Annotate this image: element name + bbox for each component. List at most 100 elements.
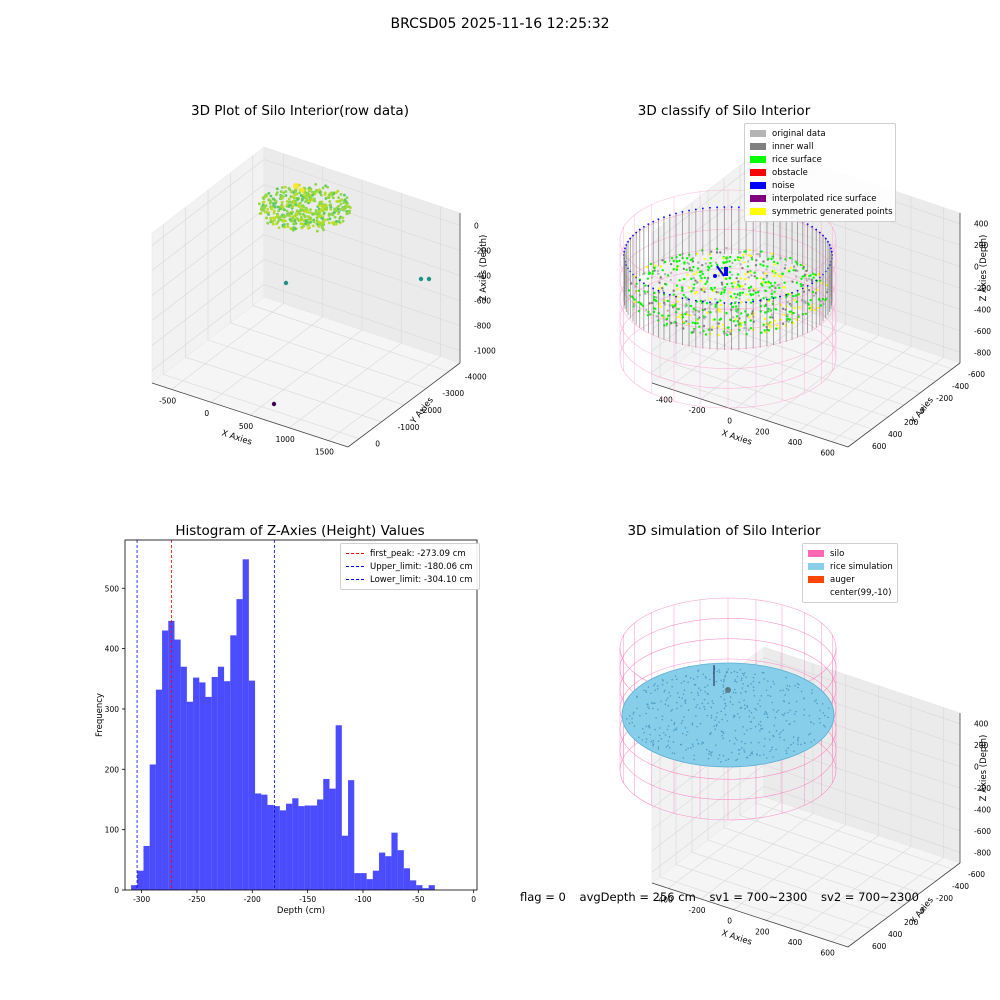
classified-point (770, 284, 774, 288)
grid-line (723, 827, 921, 894)
classified-point (747, 286, 751, 290)
classified-point (751, 298, 755, 301)
rice-point (743, 749, 745, 751)
histogram-bar (143, 845, 150, 890)
rice-point (765, 689, 768, 691)
classify-legend: original data inner wall rice surface ob… (744, 123, 896, 222)
grid-line (763, 786, 961, 853)
classified-point (744, 283, 747, 286)
rice-point (743, 704, 746, 706)
rice-point (746, 705, 749, 707)
histogram-bar (410, 880, 417, 890)
rice-point (760, 694, 763, 697)
rice-point (742, 726, 745, 728)
rice-point (721, 718, 723, 721)
classified-point (757, 294, 761, 297)
rice-point (671, 685, 673, 688)
histogram-bar (292, 798, 299, 890)
rice-point (824, 714, 826, 717)
legend-line (346, 579, 364, 580)
rice-point (723, 707, 726, 710)
rice-point (660, 738, 662, 740)
classified-point (763, 304, 767, 308)
classified-point (669, 321, 673, 325)
surface-point (270, 219, 273, 223)
rice-point (657, 747, 660, 750)
surface-point (315, 219, 319, 223)
classified-point (803, 301, 807, 305)
surface-point (261, 203, 265, 207)
tick-label: -400 (656, 895, 673, 904)
noise-point (806, 223, 809, 226)
grid-line (263, 159, 461, 226)
classified-point (684, 312, 687, 316)
rice-point (787, 689, 790, 691)
noise-point (709, 301, 711, 304)
surface-point (293, 219, 297, 223)
classified-point (770, 252, 774, 255)
rice-point (701, 702, 704, 705)
classified-point (783, 281, 786, 284)
classified-point (781, 322, 785, 326)
classified-point (773, 290, 776, 294)
rice-point (666, 681, 669, 684)
legend-label: original data (772, 128, 826, 139)
tick-label: -400 (974, 805, 991, 814)
grid-line (707, 339, 905, 406)
surface-point (326, 196, 329, 200)
rice-point (740, 740, 743, 743)
rice-point (749, 727, 752, 730)
classified-point (699, 299, 703, 303)
surface-point (337, 220, 341, 224)
surface-point (321, 206, 325, 210)
rice-point (779, 736, 781, 739)
surface-point (302, 193, 306, 197)
classified-point (725, 277, 728, 281)
tick-label: 600 (821, 949, 836, 958)
surface-point (300, 198, 304, 202)
legend-item: auger (808, 573, 892, 586)
rice-point (748, 715, 751, 718)
rice-point (695, 715, 697, 717)
classified-point (720, 281, 724, 284)
rice-point (768, 731, 771, 733)
classified-point (722, 256, 725, 260)
classified-point (706, 265, 710, 269)
rice-point (657, 740, 660, 743)
rice-point (759, 754, 761, 757)
classified-point (729, 291, 732, 294)
classified-point (659, 265, 663, 268)
classified-point (687, 286, 691, 289)
rice-point (685, 734, 688, 736)
rice-point (811, 689, 814, 691)
classified-point (725, 257, 728, 260)
rice-point (684, 727, 687, 729)
surface-point (322, 211, 326, 215)
classified-point (741, 291, 745, 294)
rice-point (788, 723, 790, 726)
z-axis-label: Z Axies (Depth) (979, 735, 989, 802)
surface-point (274, 193, 278, 196)
classified-point (658, 281, 661, 284)
classified-point (650, 301, 654, 305)
classified-point (695, 271, 699, 274)
histogram-bar (379, 852, 386, 890)
noise-point (652, 287, 655, 290)
rice-point (722, 737, 725, 740)
noise-point (681, 297, 684, 300)
auger-point (724, 267, 728, 276)
surface-point (340, 216, 344, 220)
rice-point (654, 728, 656, 731)
rice-point (710, 732, 712, 734)
classified-point (767, 307, 770, 311)
surface-point (329, 207, 333, 211)
classified-point (698, 331, 702, 334)
rice-point (760, 728, 762, 730)
rice-point (796, 738, 799, 740)
rice-point (668, 691, 670, 694)
tick-label: -2000 (420, 406, 442, 415)
rice-point (645, 738, 648, 740)
panel4-title: 3D simulation of Silo Interior (627, 523, 821, 539)
classified-point (722, 332, 726, 335)
surface-point (330, 191, 334, 195)
